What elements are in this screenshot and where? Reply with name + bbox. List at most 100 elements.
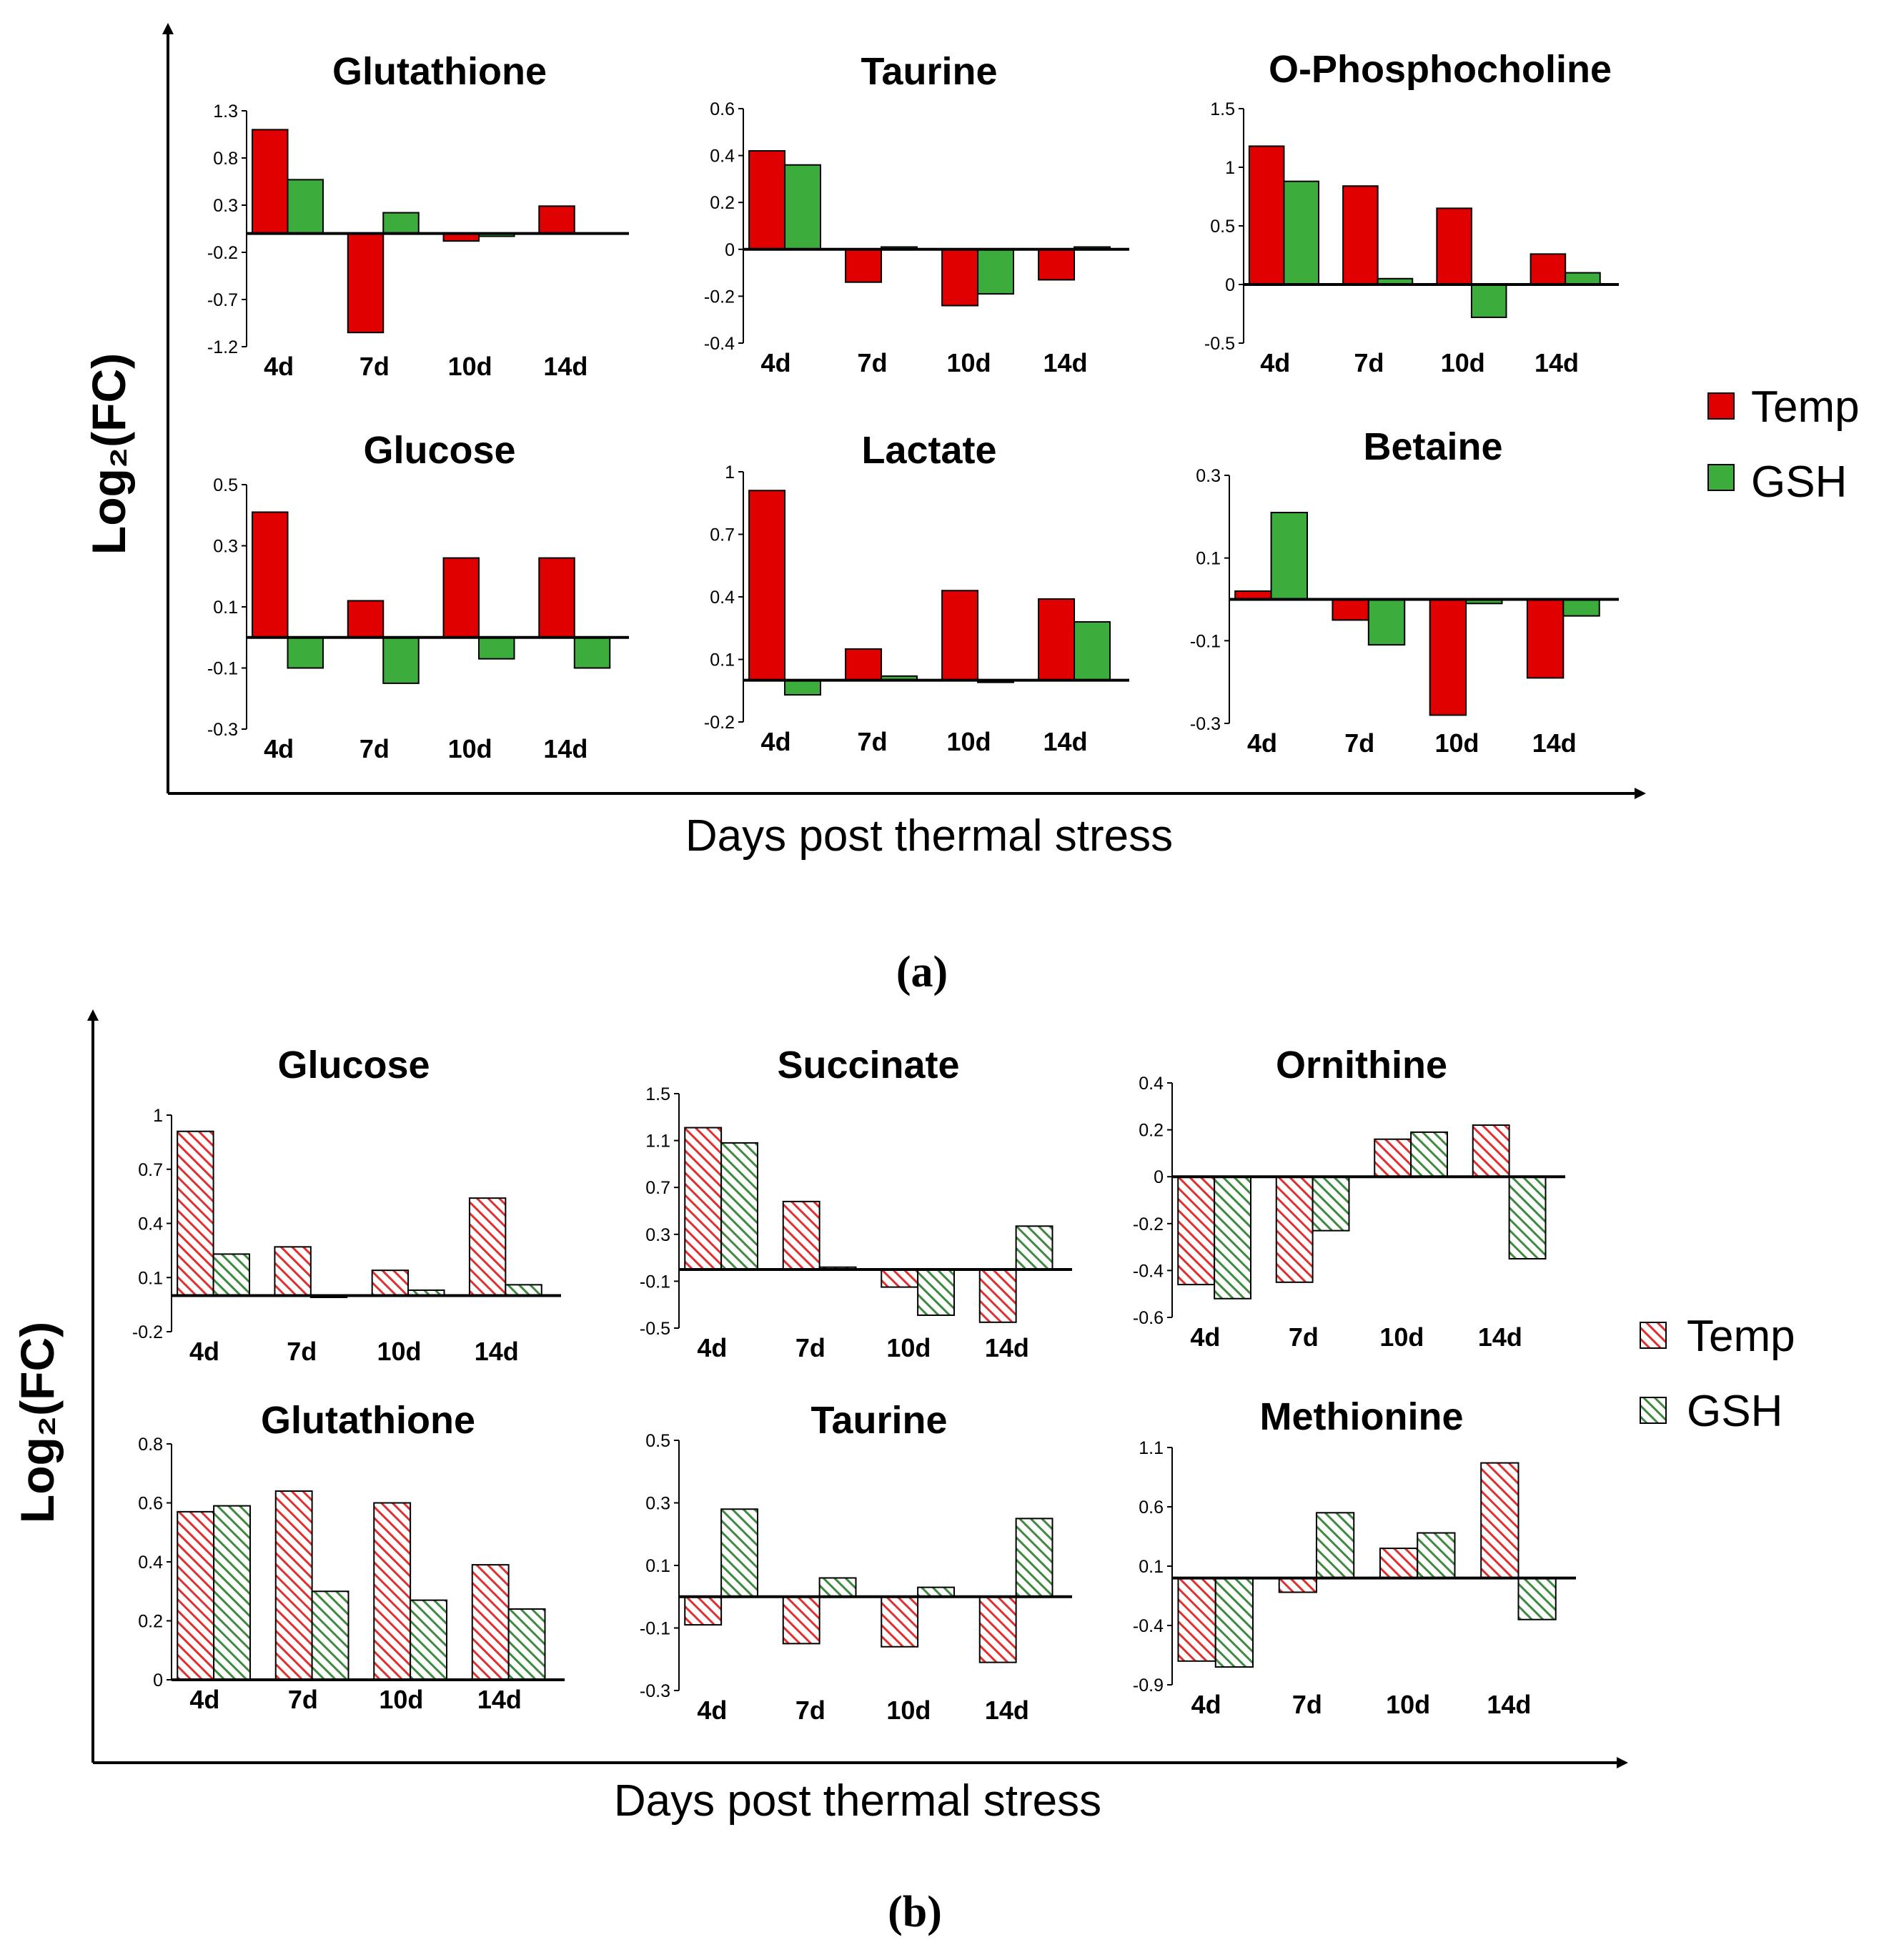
x-category-label: 4d <box>761 348 791 377</box>
y-tick-label: -0.1 <box>207 659 238 679</box>
bar-temp-7d <box>1275 1176 1314 1283</box>
chart-title: Taurine <box>861 50 997 93</box>
x-category-label: 10d <box>886 1333 931 1362</box>
bar-temp-4d <box>252 129 289 234</box>
chart-a-o-phosphocholine: O-Phosphocholine 1.5 1 0.5 0 -0.5 4d 7d 10d 14d <box>1204 48 1619 377</box>
x-category-label: 7d <box>795 1333 825 1362</box>
chart-a-taurine: Taurine 0.6 0.4 0.2 0 -0.2 -0.4 4d 7d 10d 14d <box>704 50 1129 377</box>
y-tick-label: 0.3 <box>645 1225 670 1245</box>
y-tick-label: 0 <box>1225 275 1235 295</box>
bar-temp-10d <box>373 1502 412 1681</box>
x-category-label: 14d <box>985 1333 1029 1362</box>
y-tick-label: 1 <box>1225 158 1235 178</box>
y-tick-label: -0.3 <box>207 720 238 740</box>
x-category-label: 4d <box>189 1685 219 1714</box>
panel-b-legend: Temp GSH <box>1640 1312 1795 1436</box>
y-tick-label: 0 <box>1154 1167 1164 1187</box>
y-tick-label: 0.7 <box>710 525 735 545</box>
legend-a-gsh-swatch <box>1707 464 1735 491</box>
bar-temp-4d <box>177 1510 215 1681</box>
y-tick-label: 1.1 <box>1139 1438 1164 1458</box>
bar-temp-4d <box>1177 1176 1216 1286</box>
chart-a-glucose: Glucose 0.5 0.3 0.1 -0.1 -0.3 4d 7d 10d 14d <box>207 429 629 763</box>
chart-title: Glucose <box>363 429 515 472</box>
bar-gsh-10d <box>478 636 515 660</box>
y-tick-label: -0.3 <box>1190 714 1221 734</box>
bar-temp-4d <box>1177 1577 1216 1662</box>
x-category-label: 10d <box>379 1685 423 1714</box>
bar-gsh-7d <box>382 212 420 234</box>
bar-gsh-14d <box>573 636 611 669</box>
legend-b-gsh-label: GSH <box>1687 1387 1783 1436</box>
bar-temp-14d <box>978 1595 1017 1663</box>
bar-gsh-7d <box>1367 598 1406 646</box>
x-category-label: 7d <box>287 1337 317 1366</box>
x-category-label: 4d <box>697 1696 727 1725</box>
bar-gsh-4d <box>287 636 324 669</box>
x-category-label: 10d <box>947 727 991 756</box>
legend-a-temp-swatch <box>1707 392 1735 420</box>
y-tick-label: 1 <box>153 1106 163 1126</box>
bar-temp-7d <box>782 1200 820 1271</box>
x-category-label: 14d <box>1532 728 1577 758</box>
y-tick-label: 1.3 <box>213 102 238 122</box>
bar-gsh-14d <box>505 1284 542 1297</box>
chart-b-taurine: Taurine 0.5 0.3 0.1 -0.1 -0.3 4d 7d 10d 14d <box>640 1399 1072 1725</box>
y-tick-label: 0.8 <box>213 149 238 169</box>
bar-gsh-4d <box>287 179 324 234</box>
bar-temp-10d <box>881 1269 919 1288</box>
x-category-label: 7d <box>1292 1690 1322 1719</box>
bar-gsh-4d <box>784 164 822 250</box>
chart-title: Glutathione <box>261 1399 475 1442</box>
panel-a: Log₂(FC) Days post thermal stress (a) Te… <box>82 23 1860 996</box>
bar-gsh-4d <box>720 1508 758 1598</box>
y-tick-label: -0.5 <box>640 1319 670 1339</box>
bar-temp-7d <box>1278 1577 1317 1593</box>
y-tick-label: 0.3 <box>1196 466 1221 486</box>
bar-temp-14d <box>1038 248 1076 281</box>
x-category-label: 14d <box>1043 727 1088 756</box>
y-tick-label: 1.5 <box>1210 99 1235 119</box>
y-tick-label: 0.2 <box>710 193 735 213</box>
bar-temp-14d <box>1472 1124 1510 1178</box>
x-category-label: 4d <box>264 734 294 763</box>
x-category-label: 10d <box>377 1337 421 1366</box>
x-category-label: 7d <box>360 734 390 763</box>
legend-b-temp-label: Temp <box>1687 1312 1795 1361</box>
chart-b-succinate: Succinate 1.5 1.1 0.7 0.3 -0.1 -0.5 4d 7d 10d 14d <box>640 1044 1072 1362</box>
x-category-label: 7d <box>858 727 888 756</box>
legend-b-gsh-swatch <box>1640 1397 1667 1424</box>
bar-gsh-4d <box>1283 180 1319 285</box>
y-tick-label: 0.1 <box>645 1556 670 1576</box>
y-tick-label: 0.4 <box>138 1214 163 1234</box>
y-tick-label: 0.6 <box>138 1494 163 1514</box>
bar-temp-4d <box>748 150 786 250</box>
bar-gsh-10d <box>917 1269 955 1316</box>
x-category-label: 10d <box>947 348 991 377</box>
bar-gsh-4d <box>1214 1176 1251 1300</box>
bar-temp-7d <box>1332 598 1369 621</box>
y-tick-label: 0.4 <box>710 588 735 608</box>
bar-temp-7d <box>347 232 385 334</box>
bar-temp-4d <box>252 511 289 638</box>
chart-title: Betaine <box>1363 425 1502 468</box>
x-category-label: 4d <box>264 352 294 381</box>
panel-a-legend: Temp GSH <box>1707 382 1860 507</box>
y-tick-label: 0.4 <box>710 147 735 167</box>
bar-gsh-14d <box>1015 1225 1053 1270</box>
bar-gsh-7d <box>1315 1512 1355 1579</box>
chart-b-glutathione: Glutathione 0.8 0.6 0.4 0.2 0 4d 7d 10d 14d <box>138 1399 565 1714</box>
bar-gsh-7d <box>382 636 420 684</box>
y-tick-label: -0.4 <box>1133 1616 1164 1636</box>
bar-gsh-7d <box>311 1590 349 1681</box>
bar-temp-14d <box>1038 598 1076 681</box>
bar-gsh-10d <box>1410 1131 1448 1178</box>
bar-gsh-4d <box>213 1505 251 1681</box>
bar-temp-7d <box>347 600 385 638</box>
y-tick-label: 0.5 <box>645 1431 670 1451</box>
chart-b-ornithine: Ornithine 0.4 0.2 0 -0.2 -0.4 -0.6 4d 7d 10d 14d <box>1133 1044 1565 1352</box>
bar-temp-4d <box>748 490 786 681</box>
chart-title: Taurine <box>810 1399 947 1442</box>
x-category-label: 4d <box>697 1333 727 1362</box>
chart-b-glucose: Glucose 1 0.7 0.4 0.1 -0.2 4d 7d 10d 14d <box>132 1044 561 1366</box>
